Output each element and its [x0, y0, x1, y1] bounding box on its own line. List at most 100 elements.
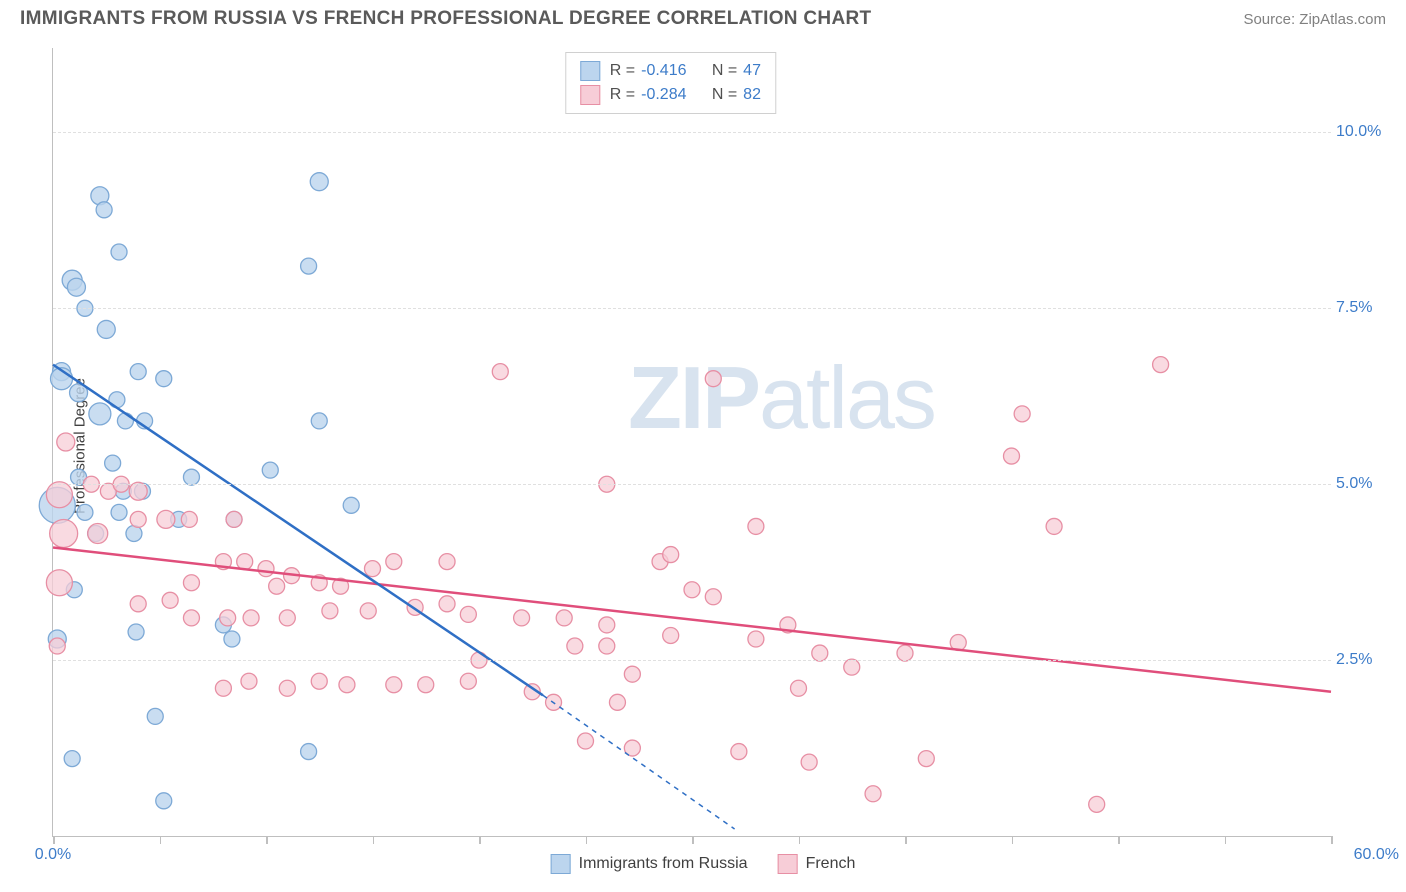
x-tick: [692, 836, 694, 844]
legend-swatch: [580, 61, 600, 81]
data-point: [111, 504, 127, 520]
data-point: [111, 244, 127, 260]
data-point: [89, 403, 111, 425]
data-point: [748, 518, 764, 534]
legend-swatch: [778, 854, 798, 874]
data-point: [128, 624, 144, 640]
data-point: [156, 793, 172, 809]
data-point: [105, 455, 121, 471]
data-point: [157, 510, 175, 528]
x-tick: [1012, 836, 1014, 844]
data-point: [269, 578, 285, 594]
data-point: [1046, 518, 1062, 534]
x-tick: [1225, 836, 1227, 844]
data-point: [50, 519, 78, 547]
data-point: [844, 659, 860, 675]
series-legend-item: Immigrants from Russia: [551, 854, 748, 874]
data-point: [812, 645, 828, 661]
data-point: [241, 673, 257, 689]
data-point: [339, 677, 355, 693]
x-tick: [1118, 836, 1120, 844]
data-point: [360, 603, 376, 619]
data-point: [279, 680, 295, 696]
data-point: [243, 610, 259, 626]
data-point: [918, 751, 934, 767]
data-point: [1089, 796, 1105, 812]
data-point: [599, 617, 615, 633]
x-tick-label-max: 60.0%: [1354, 846, 1399, 864]
gridline: [53, 660, 1331, 661]
x-tick: [586, 836, 588, 844]
data-point: [64, 751, 80, 767]
data-point: [684, 582, 700, 598]
series-legend-item: French: [778, 854, 856, 874]
data-point: [311, 413, 327, 429]
chart-title: IMMIGRANTS FROM RUSSIA VS FRENCH PROFESS…: [20, 8, 871, 30]
data-point: [156, 371, 172, 387]
data-point: [556, 610, 572, 626]
data-point: [310, 173, 328, 191]
data-point: [224, 631, 240, 647]
gridline: [53, 308, 1331, 309]
data-point: [439, 554, 455, 570]
gridline: [53, 132, 1331, 133]
legend-swatch: [580, 85, 600, 105]
source-label: Source: ZipAtlas.com: [1243, 11, 1386, 28]
data-point: [181, 511, 197, 527]
data-point: [663, 627, 679, 643]
data-point: [215, 680, 231, 696]
data-point: [1153, 357, 1169, 373]
data-point: [258, 561, 274, 577]
data-point: [791, 680, 807, 696]
data-point: [578, 733, 594, 749]
data-point: [460, 673, 476, 689]
chart-svg: [53, 48, 1331, 836]
x-tick: [905, 836, 907, 844]
data-point: [1004, 448, 1020, 464]
data-point: [49, 638, 65, 654]
data-point: [117, 413, 133, 429]
legend-label: French: [806, 855, 856, 873]
data-point: [220, 610, 236, 626]
data-point: [386, 554, 402, 570]
series-legend: Immigrants from Russia French: [551, 854, 856, 874]
gridline: [53, 484, 1331, 485]
data-point: [705, 589, 721, 605]
data-point: [731, 744, 747, 760]
data-point: [1014, 406, 1030, 422]
data-point: [418, 677, 434, 693]
x-tick: [1331, 836, 1333, 844]
data-point: [311, 673, 327, 689]
data-point: [237, 554, 253, 570]
data-point: [801, 754, 817, 770]
data-point: [97, 320, 115, 338]
data-point: [67, 278, 85, 296]
y-tick-label: 10.0%: [1336, 123, 1396, 141]
data-point: [130, 364, 146, 380]
x-tick: [373, 836, 375, 844]
data-point: [279, 610, 295, 626]
chart-area: ZIPatlas 2.5%5.0%7.5%10.0%0.0%60.0% R = …: [52, 48, 1331, 837]
data-point: [865, 786, 881, 802]
x-tick-label-min: 0.0%: [35, 846, 71, 864]
data-point: [46, 482, 72, 508]
legend-stats: R = -0.416 N = 47: [610, 62, 761, 80]
y-tick-label: 7.5%: [1336, 299, 1396, 317]
data-point: [88, 523, 108, 543]
data-point: [365, 561, 381, 577]
x-tick: [479, 836, 481, 844]
data-point: [567, 638, 583, 654]
x-tick: [53, 836, 55, 844]
y-tick-label: 5.0%: [1336, 475, 1396, 493]
data-point: [897, 645, 913, 661]
data-point: [609, 694, 625, 710]
data-point: [460, 606, 476, 622]
data-point: [705, 371, 721, 387]
data-point: [96, 202, 112, 218]
data-point: [386, 677, 402, 693]
x-tick: [799, 836, 801, 844]
data-point: [439, 596, 455, 612]
data-point: [624, 666, 640, 682]
data-point: [322, 603, 338, 619]
trend-line-ext: [543, 695, 735, 829]
